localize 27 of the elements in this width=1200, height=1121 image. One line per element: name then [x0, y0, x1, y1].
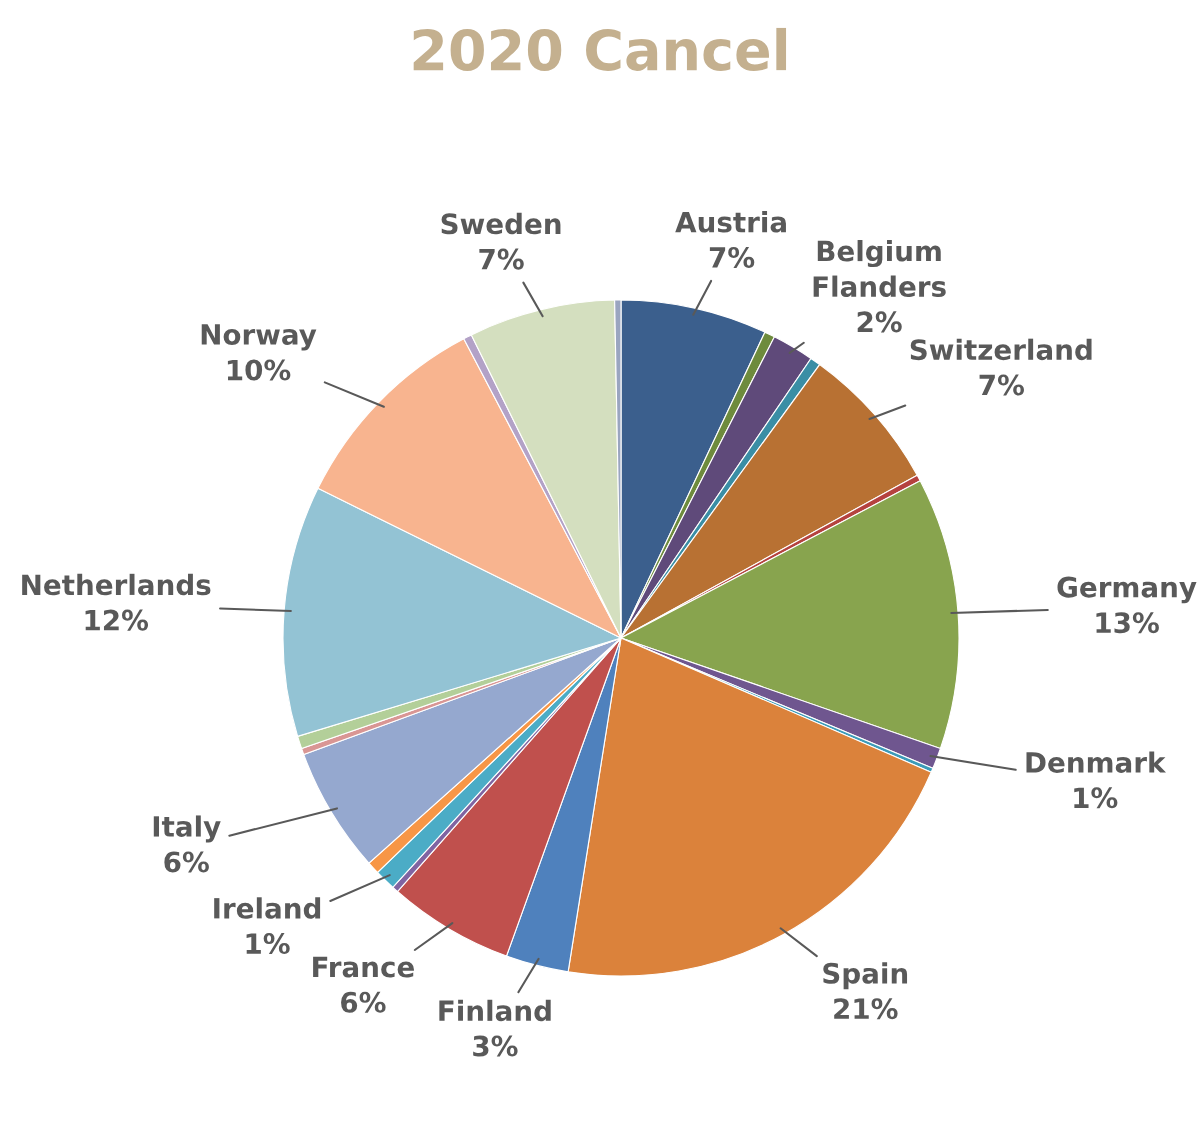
- slice-label: Denmark: [1026, 751, 1166, 773]
- data-label: 10%: [227, 359, 291, 381]
- data-label: 7%: [709, 246, 755, 268]
- data-label: 2%: [857, 311, 902, 333]
- data-label: 13%: [1096, 612, 1159, 634]
- slice-label: Belgium Flanders: [813, 240, 946, 298]
- chart-title: 2020 Cancel: [413, 27, 787, 71]
- slice-label: Ireland: [214, 897, 321, 919]
- data-label: 1%: [246, 933, 290, 955]
- data-label: 7%: [479, 248, 524, 270]
- slice-label: Germany: [1057, 576, 1197, 604]
- slice-label: Italy: [153, 815, 221, 843]
- data-label: 12%: [85, 609, 149, 631]
- slice-label: Finland: [439, 999, 551, 1022]
- slice-label: Netherlands: [22, 573, 211, 596]
- data-label: 1%: [1074, 787, 1118, 809]
- data-label: 6%: [164, 851, 209, 873]
- data-label: 6%: [341, 991, 386, 1013]
- data-label: 3%: [473, 1035, 518, 1057]
- data-label: 7%: [979, 374, 1024, 396]
- slice-label: Switzerland: [910, 338, 1092, 361]
- slice-label: Austria: [675, 211, 786, 233]
- slice-label: Sweden: [441, 212, 561, 235]
- slice-label: Norway: [201, 324, 317, 351]
- data-label: 21%: [834, 998, 898, 1020]
- slice-label: Spain: [823, 962, 908, 990]
- slice-label: France: [313, 956, 414, 978]
